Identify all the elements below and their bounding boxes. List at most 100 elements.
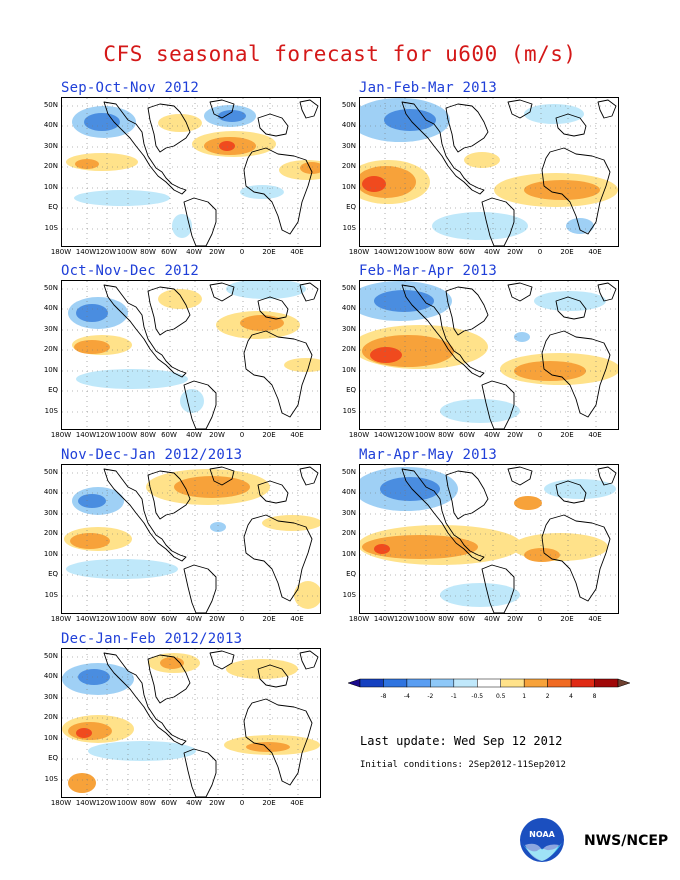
noaa-logo-text: NOAA: [529, 830, 555, 839]
coastline: [243, 330, 313, 418]
longitude-label: 40W: [484, 431, 500, 439]
longitude-label: 0: [537, 431, 543, 439]
anomaly-field: [62, 281, 320, 429]
longitude-label: 20W: [209, 799, 225, 807]
colorbar-swatch: [547, 678, 572, 688]
longitude-label: 140W: [373, 615, 395, 623]
longitude-label: 20E: [560, 248, 574, 256]
latitude-label: EQ: [346, 386, 356, 394]
coastline: [401, 101, 485, 195]
colorbar-arrow-left: [348, 678, 361, 688]
latitude-label: 30N: [43, 325, 58, 333]
colorbar-swatch: [500, 678, 525, 688]
anomaly-field: [360, 98, 618, 246]
anomaly-contour: [544, 479, 616, 499]
colorbar-label: 0.5: [496, 693, 506, 700]
coastline: [257, 480, 289, 504]
longitude-label: 20E: [262, 248, 276, 256]
longitude-label: 100W: [414, 248, 436, 256]
coastline: [209, 650, 235, 670]
coastline: [183, 748, 217, 797]
latitude-label: 10S: [342, 224, 356, 232]
latitude-label: EQ: [48, 386, 58, 394]
latitude-label: 20N: [43, 529, 58, 537]
longitude-label: 120W: [393, 615, 415, 623]
latitude-label: 30N: [341, 142, 356, 150]
anomaly-contour: [210, 522, 226, 532]
longitude-label: 40W: [186, 431, 202, 439]
longitude-label: 20W: [507, 431, 523, 439]
longitude-label: 0: [537, 615, 543, 623]
anomaly-contour: [218, 110, 246, 122]
anomaly-contour: [524, 180, 600, 200]
longitude-label: 100W: [116, 431, 138, 439]
colorbar-label: 4: [569, 693, 573, 700]
latitude-label: 20N: [341, 529, 356, 537]
coastline: [541, 514, 611, 602]
coastline: [257, 296, 289, 320]
colorbar-swatch: [594, 678, 619, 688]
anomaly-contour: [158, 289, 202, 309]
longitude-label: 120W: [95, 248, 117, 256]
latitude-label: 20N: [341, 162, 356, 170]
anomaly-contour: [74, 190, 170, 206]
longitude-label: 40E: [290, 248, 304, 256]
longitude-label: 100W: [414, 615, 436, 623]
longitude-label: 20E: [560, 431, 574, 439]
anomaly-field: [62, 649, 320, 797]
latitude-label: EQ: [48, 570, 58, 578]
coastline: [299, 466, 319, 486]
anomaly-contour: [370, 347, 402, 363]
longitude-label: 40E: [290, 799, 304, 807]
latitude-label: 10N: [341, 366, 356, 374]
latitude-label: 30N: [341, 325, 356, 333]
longitude-label: 140W: [75, 799, 97, 807]
latitude-label: EQ: [48, 203, 58, 211]
coastline: [445, 103, 489, 153]
latitude-label: 10S: [44, 775, 58, 783]
anomaly-contour: [76, 369, 188, 389]
anomaly-contour: [226, 281, 306, 299]
anomaly-contour: [380, 477, 440, 501]
anomaly-field: [360, 281, 618, 429]
latitude-label: 30N: [43, 142, 58, 150]
coastline: [257, 113, 289, 137]
anomaly-field: [62, 465, 320, 613]
longitude-label: 140W: [373, 431, 395, 439]
coastline: [445, 470, 489, 520]
longitude-label: 180W: [50, 799, 72, 807]
longitude-label: 40E: [588, 615, 602, 623]
forecast-map: [61, 280, 321, 430]
longitude-label: 60W: [459, 431, 475, 439]
coastline: [147, 654, 191, 704]
coastline: [481, 380, 515, 429]
coastline: [147, 286, 191, 336]
colorbar-swatch: [430, 678, 455, 688]
coastline: [103, 652, 187, 746]
longitude-label: 100W: [414, 431, 436, 439]
colorbar-swatch: [383, 678, 408, 688]
anomaly-contour: [464, 152, 500, 168]
anomaly-contour: [240, 185, 284, 199]
latitude-label: 10S: [342, 591, 356, 599]
longitude-label: 40W: [186, 615, 202, 623]
coastline: [541, 330, 611, 418]
longitude-label: 40E: [588, 248, 602, 256]
anomaly-contour: [180, 389, 204, 413]
latitude-label: 30N: [43, 693, 58, 701]
figure-title: CFS seasonal forecast for u600 (m/s): [103, 42, 577, 66]
coastline: [555, 113, 587, 137]
latitude-label: 40N: [341, 488, 356, 496]
anomaly-contour: [240, 315, 284, 331]
anomaly-contour: [514, 332, 530, 342]
coastline: [597, 99, 617, 119]
longitude-label: 120W: [393, 431, 415, 439]
anomaly-contour: [76, 728, 92, 738]
coastline: [183, 564, 217, 613]
forecast-map: [359, 97, 619, 247]
coastline: [243, 514, 313, 602]
longitude-label: 20W: [209, 431, 225, 439]
longitude-label: 180W: [50, 431, 72, 439]
latitude-label: 50N: [43, 101, 58, 109]
coastline: [243, 698, 313, 786]
